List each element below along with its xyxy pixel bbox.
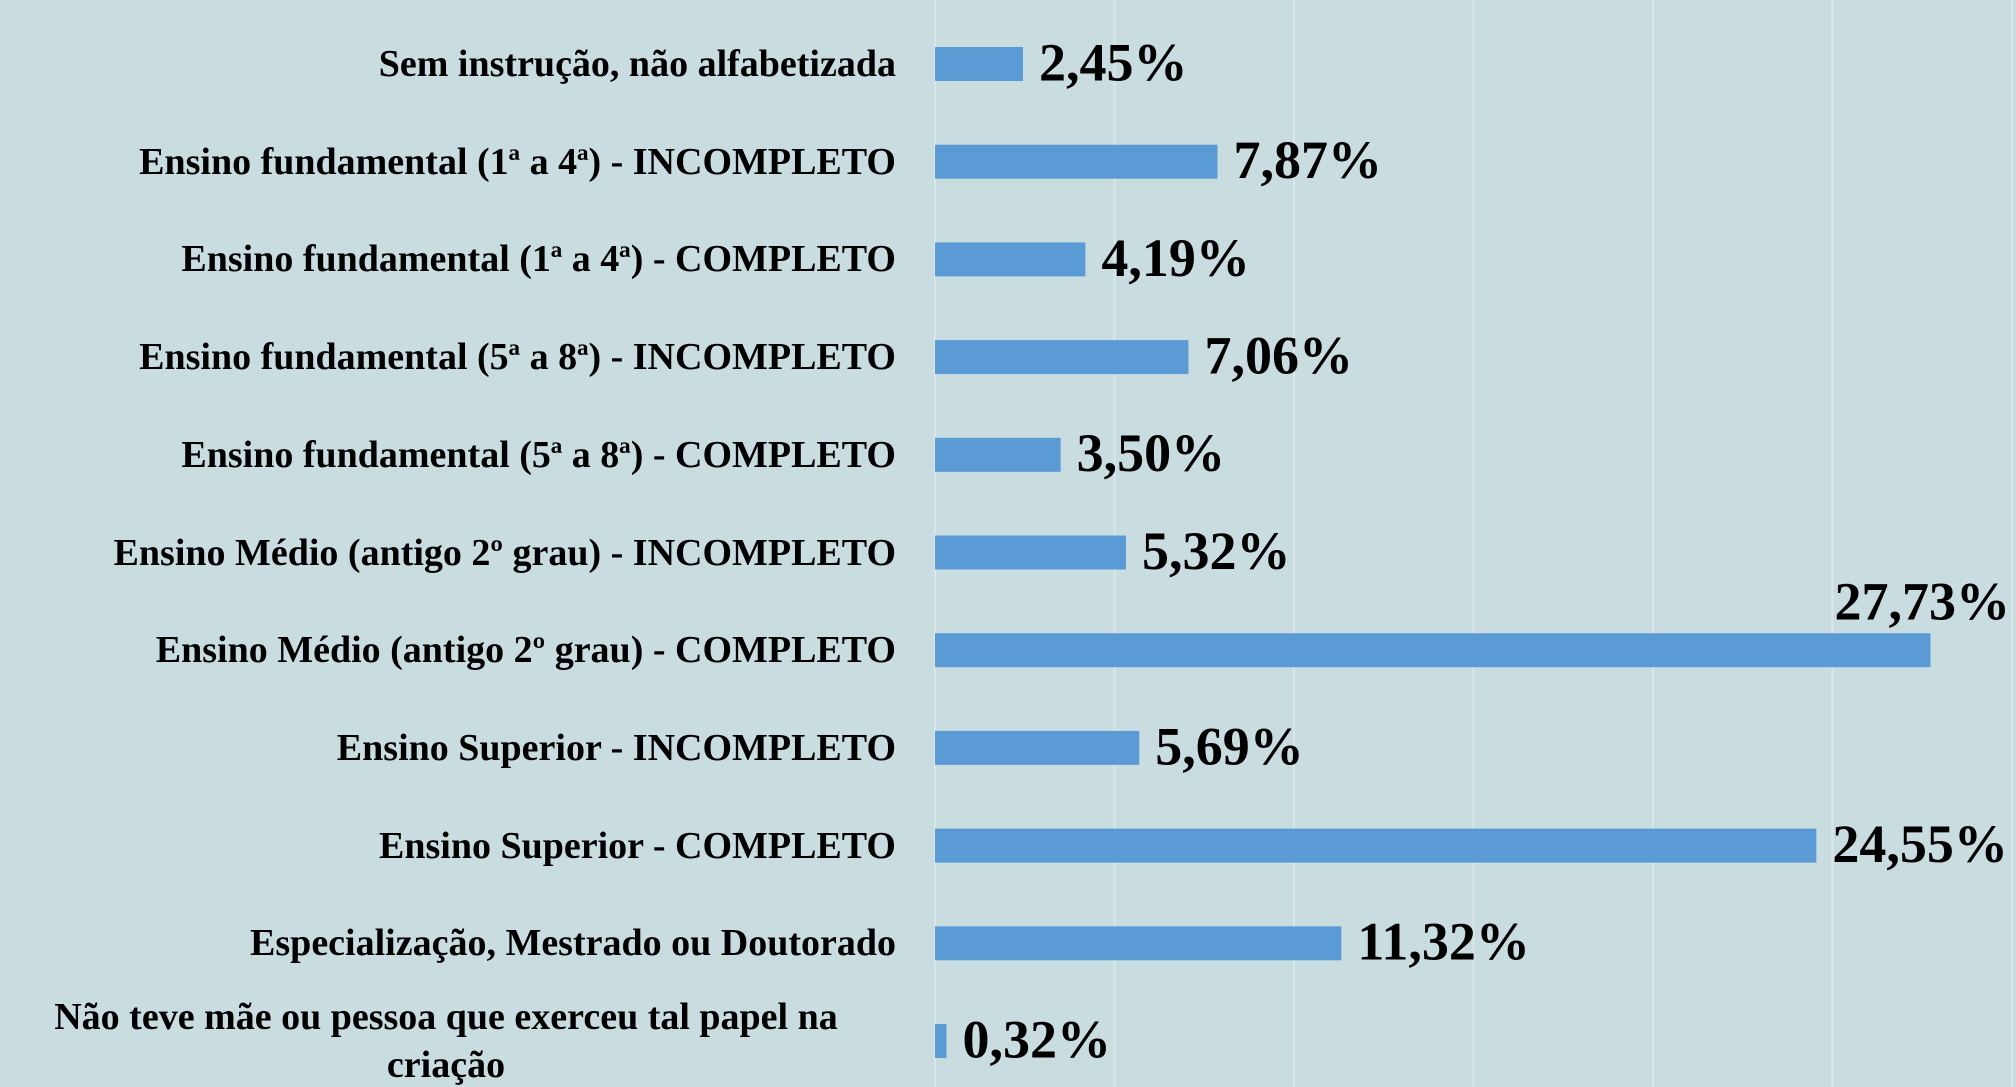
- data-label: 27,73%: [1835, 572, 2011, 632]
- data-label: 7,87%: [1234, 130, 1383, 190]
- y-tick-label: Ensino fundamental (5ª a 8ª) - COMPLETO: [181, 433, 896, 476]
- data-label: 0,32%: [962, 1009, 1111, 1069]
- y-tick-label: Ensino fundamental (1ª a 4ª) - COMPLETO: [181, 238, 896, 281]
- category-label-box: Ensino Superior - COMPLETO: [0, 822, 896, 870]
- category-label-box: Ensino fundamental (5ª a 8ª) - INCOMPLET…: [0, 333, 896, 381]
- data-label: 11,32%: [1357, 912, 1530, 972]
- y-tick-label: Ensino fundamental (5ª a 8ª) - INCOMPLET…: [139, 336, 896, 379]
- category-label-box: Especialização, Mestrado ou Doutorado: [0, 919, 896, 967]
- category-label-box: Ensino fundamental (1ª a 4ª) - INCOMPLET…: [0, 138, 896, 186]
- data-label: 24,55%: [1832, 814, 2008, 874]
- data-label: 2,45%: [1039, 32, 1188, 92]
- category-label-box: Ensino Médio (antigo 2º grau) - INCOMPLE…: [0, 529, 896, 577]
- y-tick-label: Ensino fundamental (1ª a 4ª) - INCOMPLET…: [139, 140, 896, 183]
- y-tick-label: Ensino Médio (antigo 2º grau) - INCOMPLE…: [113, 531, 896, 574]
- bar: [935, 340, 1189, 375]
- category-label-box: Não teve mãe ou pessoa que exerceu tal p…: [0, 993, 896, 1087]
- category-label-box: Ensino Superior - INCOMPLETO: [0, 724, 896, 772]
- y-tick-label: Ensino Superior - INCOMPLETO: [336, 726, 896, 769]
- y-tick-label: Especialização, Mestrado ou Doutorado: [250, 922, 896, 965]
- bar: [935, 437, 1061, 472]
- category-label-box: Ensino fundamental (1ª a 4ª) - COMPLETO: [0, 235, 896, 283]
- data-label: 5,69%: [1155, 716, 1304, 776]
- data-label: 3,50%: [1077, 423, 1226, 483]
- category-label-box: Ensino Médio (antigo 2º grau) - COMPLETO: [0, 626, 896, 674]
- bar: [935, 1024, 947, 1058]
- bar: [935, 144, 1218, 179]
- category-label-box: Sem instrução, não alfabetizada: [0, 40, 896, 88]
- data-label: 7,06%: [1204, 325, 1353, 385]
- category-label-box: Ensino fundamental (5ª a 8ª) - COMPLETO: [0, 431, 896, 479]
- bar: [935, 828, 1817, 863]
- bar: [935, 535, 1126, 570]
- bar: [935, 242, 1086, 277]
- bar: [935, 47, 1023, 81]
- bar: [935, 633, 1931, 668]
- data-label: 4,19%: [1101, 228, 1250, 288]
- y-tick-label: Sem instrução, não alfabetizada: [378, 43, 896, 85]
- y-tick-label: Não teve mãe ou pessoa que exerceu tal p…: [54, 996, 838, 1086]
- data-label: 5,32%: [1142, 521, 1291, 581]
- bar: [935, 926, 1342, 961]
- bar: [935, 730, 1140, 765]
- y-tick-label: Ensino Superior - COMPLETO: [379, 824, 896, 867]
- y-tick-label: Ensino Médio (antigo 2º grau) - COMPLETO: [155, 629, 896, 672]
